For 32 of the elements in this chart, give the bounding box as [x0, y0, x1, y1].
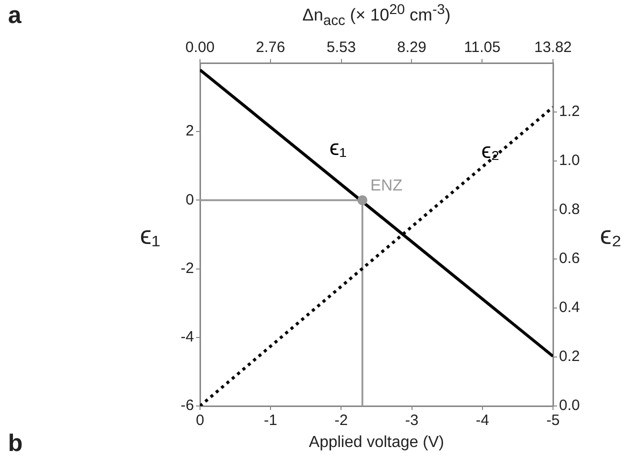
y2-axis-title: ϵ₂: [600, 220, 622, 251]
x2-tick-label: 0.00: [185, 39, 215, 56]
x2-tick-label: 5.53: [326, 39, 356, 56]
x2-tick-label: 8.29: [397, 39, 426, 56]
y2-tick-label: 0.6: [559, 250, 580, 268]
y-tick-label: -6: [180, 397, 194, 414]
y-tick-label: 0: [186, 191, 194, 208]
x-axis-title: Applied voltage (V): [308, 434, 444, 451]
x2-axis-title: Δn$_{acc}$ (× 10$^{20}$ cm$^{-3}$): [301, 2, 452, 30]
x-tick-label: -2: [334, 412, 348, 430]
y-tick-label: -4: [180, 328, 194, 346]
text: b: [8, 430, 23, 458]
x-tick-label: -3: [405, 412, 418, 430]
x2-tick-label: 11.05: [464, 39, 500, 56]
y2-tick-label: 0.2: [559, 348, 580, 366]
y2-tick-label: 1.2: [559, 103, 580, 120]
y2-tick-label: 0.4: [559, 299, 580, 316]
x2-tick-label: 2.76: [256, 39, 286, 56]
x2-tick-label: 13.82: [534, 39, 572, 56]
y-tick-label: -2: [180, 260, 194, 277]
text: a: [8, 2, 22, 30]
annotation: ENZ: [370, 178, 403, 195]
x-tick-label: -5: [546, 412, 560, 430]
y2-tick-label: 0.0: [559, 397, 580, 414]
y2-tick-label: 1.0: [559, 152, 580, 170]
y-axis-title: ϵ₁: [140, 220, 160, 251]
series-label: ϵ₂: [481, 138, 500, 163]
x-tick-label: -1: [264, 412, 278, 430]
series-label: ϵ₁: [330, 135, 347, 160]
x-tick-label: -4: [476, 412, 490, 430]
y2-tick-label: 0.8: [559, 201, 580, 218]
y-tick-label: 2: [186, 122, 194, 140]
